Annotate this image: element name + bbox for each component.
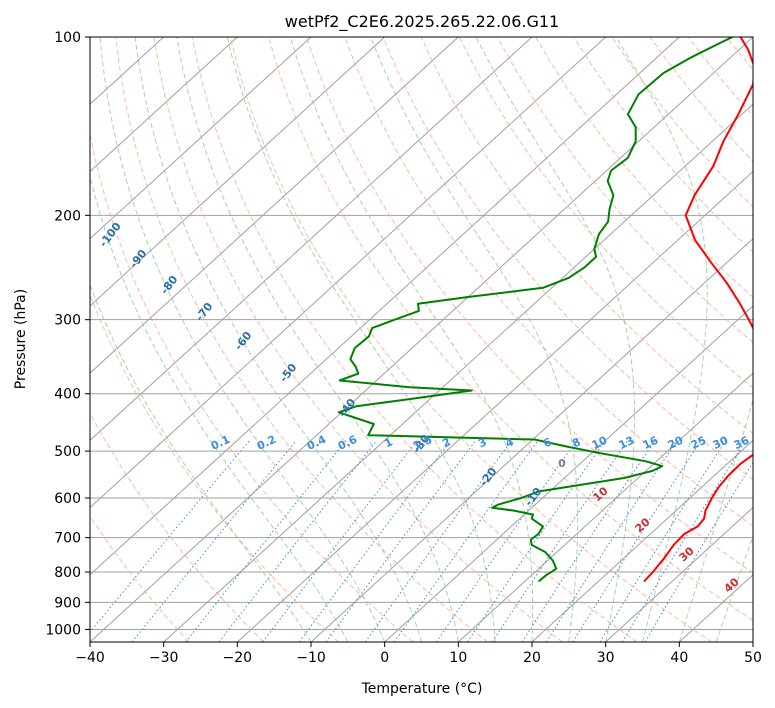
isotherm-line [752,641,753,642]
moist-adiabat-line [475,37,635,642]
y-tick-label: 300 [54,313,81,329]
isotherm-line [90,37,238,173]
mixing-ratio-line [491,440,629,642]
dry-adiabat-line [115,37,488,642]
mixing-ratio-line [90,440,250,633]
y-tick-label: 600 [54,491,81,507]
isotherm-line [90,37,312,240]
isotherm-line [90,37,607,509]
x-tick-label: −10 [296,650,326,666]
isotherm-line [605,506,753,642]
isotherm-line [90,37,753,642]
mixing-ratio-line [599,440,727,642]
dry-adiabat-line [191,37,638,642]
dry-adiabat-line [229,37,712,642]
isotherm-line [90,37,680,576]
mixing-ratio-label: 10 [590,434,610,452]
moist-adiabat-line [90,174,349,642]
y-tick-label: 200 [54,208,81,224]
y-tick-label: 800 [54,565,81,581]
x-tick-label: −20 [223,650,253,666]
y-tick-label: 400 [54,387,81,403]
mixing-ratio-label: 36 [732,434,752,452]
moist-adiabat-line [99,37,386,642]
moist-adiabat-line [90,283,312,642]
mixing-ratio-line [325,440,476,642]
mixing-ratio-line [621,440,747,642]
mixing-ratio-line [521,440,656,642]
dry-adiabat-line [344,37,753,527]
x-tick-label: 20 [523,650,541,666]
dewpoint-profile-line [337,37,733,583]
dry-adiabat-line [496,37,753,344]
y-tick-label: 700 [54,531,81,547]
mixing-ratio-label: 16 [641,434,661,452]
moist-adiabat-line [226,37,496,642]
mixing-ratio-line [218,440,378,642]
mixing-ratio-label: 30 [711,434,731,452]
isotherm-line [90,37,386,307]
isotherm-line [236,170,753,642]
dry-adiabat-line [382,37,753,481]
mixing-ratio-line [131,440,297,642]
plot-frame [89,36,754,643]
x-tick-label: −40 [75,650,105,666]
dry-adiabat-line [268,37,753,622]
chart-title: wetPf2_C2E6.2025.265.22.06.G11 [285,12,559,32]
mixing-ratio-line [364,440,512,642]
dry-adiabat-line [306,37,753,574]
x-tick-label: 50 [744,650,762,666]
isotherm-line [384,305,753,642]
y-tick-label: 500 [54,444,81,460]
zero-isotherm-label: 0 [558,457,566,470]
mixing-ratio-line [545,440,678,642]
dry-adiabat-line [535,37,753,298]
isotherm-line [90,37,459,374]
moist-adiabat-line [176,37,459,642]
x-tick-label: 0 [380,650,389,666]
mixing-ratio-line [435,440,578,642]
mixing-ratio-label: 13 [617,434,636,452]
isotherm-line [457,372,753,642]
y-tick-label: 100 [54,30,81,46]
mixing-ratio-line [467,440,606,642]
dry-adiabat-line [765,37,775,642]
moist-adiabat-line [370,37,579,642]
mixing-ratio-label: 20 [666,434,686,452]
isotherm-line [163,103,753,642]
moist-adiabat-line [615,37,708,642]
dry-adiabat-line [420,37,753,435]
plot-area [90,37,775,642]
y-tick-label: 900 [54,595,81,611]
x-axis-label: Temperature (°C) [361,681,483,697]
isotherm-line [90,37,533,442]
temperature-profile-line [643,37,753,583]
mixing-ratio-label: 25 [689,434,708,452]
mixing-ratio-line [644,461,753,642]
dry-adiabat-line [90,412,264,642]
x-tick-label: 40 [670,650,688,666]
dry-adiabat-line [153,37,563,642]
moist-adiabat-line [678,398,753,642]
mixing-ratio-line [572,440,702,642]
x-tick-label: 30 [597,650,615,666]
moist-adiabat-line [715,535,753,642]
moist-adiabat-line [134,37,422,642]
dry-adiabat-line [90,131,414,642]
moist-adiabat-line [289,37,534,642]
x-tick-label: −30 [149,650,179,666]
x-tick-label: 10 [449,650,467,666]
y-axis-label: Pressure (hPa) [13,289,29,389]
isotherm-line [531,439,753,642]
y-tick-label: 1000 [45,622,81,638]
